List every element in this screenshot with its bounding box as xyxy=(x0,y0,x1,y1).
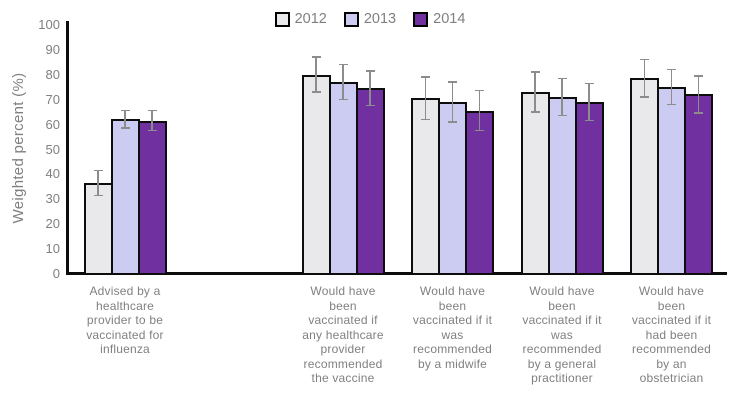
error-bar-2014-category-3 xyxy=(478,90,481,131)
y-tick-label: 20 xyxy=(45,216,60,232)
error-bar-2012-category-5 xyxy=(643,59,646,97)
y-tick-label: 40 xyxy=(45,166,60,182)
bar-2012-category-5 xyxy=(630,78,659,275)
error-bar-2013-category-2 xyxy=(342,64,344,100)
bar-2014-category-3 xyxy=(465,110,494,275)
error-bar-2012-category-3 xyxy=(424,77,427,120)
error-bar-2014-category-2 xyxy=(369,70,371,106)
error-bar-cap xyxy=(311,56,321,58)
error-bar-2014-category-4 xyxy=(588,83,590,121)
error-bar-cap xyxy=(448,121,457,123)
bar-2012-category-1 xyxy=(83,182,113,275)
error-bar-cap xyxy=(365,70,375,72)
error-bar-cap xyxy=(475,129,484,132)
error-bar-cap xyxy=(530,111,540,113)
y-tick-label: 80 xyxy=(45,66,60,82)
error-bar-cap xyxy=(365,104,375,107)
error-bar-cap xyxy=(421,76,430,78)
chart-legend: 2012 2013 2014 xyxy=(0,11,740,27)
error-bar-2013-category-1 xyxy=(124,110,126,129)
error-bar-cap xyxy=(557,114,567,117)
error-bar-2013-category-4 xyxy=(561,78,563,116)
error-bar-cap xyxy=(120,109,130,112)
y-tick-label: 70 xyxy=(45,91,60,107)
bar-2014-category-2 xyxy=(355,88,385,275)
bar-2014-category-4 xyxy=(574,101,604,275)
error-bar-cap xyxy=(640,96,649,98)
legend-label: 2013 xyxy=(363,11,397,27)
error-bar-2014-category-5 xyxy=(697,75,700,114)
legend-item-2013: 2013 xyxy=(343,11,397,27)
bar-2012-category-2 xyxy=(301,74,331,275)
y-tick-label: 0 xyxy=(52,266,60,281)
error-bar-cap xyxy=(584,119,594,122)
y-tick-label: 30 xyxy=(45,191,60,207)
x-axis-label-category-5: Would have been vaccinated if it had been re… xyxy=(631,284,712,385)
x-axis-label-category-2: Would have been vaccinated if any healthcar… xyxy=(302,284,384,385)
error-bar-cap xyxy=(584,82,594,85)
y-tick-label: 90 xyxy=(45,41,60,57)
bar-2013-category-2 xyxy=(328,82,358,275)
x-axis-line xyxy=(66,272,727,275)
y-tick-label: 60 xyxy=(45,116,60,132)
error-bar-2014-category-1 xyxy=(151,110,153,131)
legend-swatch-2014 xyxy=(413,11,429,27)
bar-2012-category-4 xyxy=(520,91,550,275)
legend-item-2012: 2012 xyxy=(274,11,327,27)
error-bar-2012-category-4 xyxy=(534,72,536,112)
bar-2014-category-1 xyxy=(137,120,167,275)
x-axis-label-category-1: Advised by a healthcare provider to be vacc… xyxy=(86,284,164,356)
error-bar-cap xyxy=(421,118,430,121)
y-axis-line xyxy=(66,21,69,275)
error-bar-cap xyxy=(120,127,130,129)
y-tick-label: 10 xyxy=(45,241,60,257)
error-bar-cap xyxy=(147,129,157,132)
error-bar-cap xyxy=(694,112,703,114)
error-bar-2013-category-5 xyxy=(670,69,673,105)
legend-label: 2014 xyxy=(433,11,466,27)
error-bar-cap xyxy=(311,91,321,93)
legend-item-2014: 2014 xyxy=(413,11,465,27)
error-bar-cap xyxy=(93,169,103,172)
legend-swatch-2013 xyxy=(343,11,359,27)
error-bar-2013-category-3 xyxy=(451,82,454,122)
bar-2013-category-4 xyxy=(547,96,577,275)
error-bar-cap xyxy=(557,77,567,80)
error-bar-cap xyxy=(667,68,676,71)
error-bar-cap xyxy=(338,63,348,66)
legend-swatch-2012 xyxy=(274,11,290,27)
error-bar-cap xyxy=(475,89,484,92)
bar-2013-category-1 xyxy=(110,119,140,275)
bar-2012-category-3 xyxy=(411,98,440,275)
error-bar-cap xyxy=(694,75,703,77)
error-bar-cap xyxy=(448,81,457,83)
error-bar-cap xyxy=(338,98,348,101)
x-axis-label-category-3: Would have been vaccinated if it was recomme… xyxy=(412,284,493,371)
error-bar-cap xyxy=(640,58,649,61)
error-bar-2012-category-1 xyxy=(97,170,99,196)
y-tick-label: 50 xyxy=(45,141,60,157)
error-bar-cap xyxy=(93,194,103,197)
bar-2013-category-5 xyxy=(657,87,686,275)
error-bar-cap xyxy=(530,71,540,73)
y-tick-label: 100 xyxy=(38,17,60,32)
error-bar-cap xyxy=(667,103,676,106)
error-bar-2012-category-2 xyxy=(315,57,317,92)
bar-2013-category-3 xyxy=(438,101,467,275)
error-bar-cap xyxy=(147,109,157,112)
legend-label: 2012 xyxy=(294,11,327,27)
x-axis-label-category-4: Would have been vaccinated if it was recomme… xyxy=(522,284,602,385)
bar-2014-category-5 xyxy=(684,94,713,275)
